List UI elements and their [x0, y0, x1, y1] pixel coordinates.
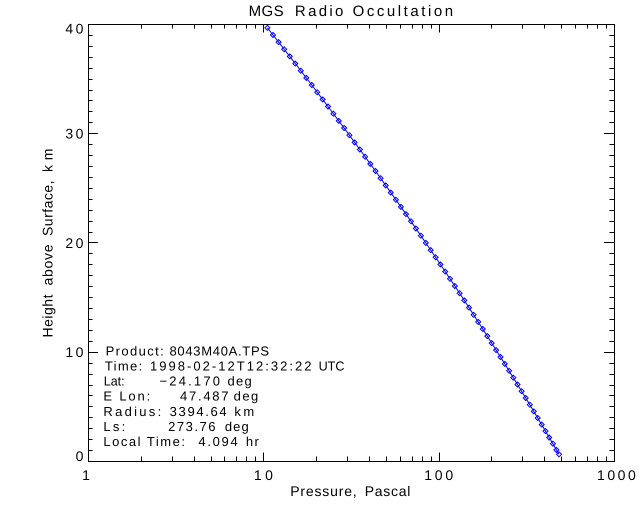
svg-text:1998-02-12T12:32:22: 1998-02-12T12:32:22	[150, 359, 312, 374]
svg-text:deg: deg	[228, 374, 252, 389]
svg-text:Local Time:: Local Time:	[103, 434, 185, 449]
svg-text:4.094: 4.094	[198, 434, 237, 449]
svg-text:Surface,: Surface,	[40, 181, 56, 237]
svg-text:Pressure,: Pressure,	[290, 483, 357, 499]
svg-text:47.487: 47.487	[180, 389, 229, 404]
svg-text:MGS: MGS	[249, 3, 284, 20]
svg-text:8043M40A.TPS: 8043M40A.TPS	[170, 343, 270, 358]
svg-text:3394.64: 3394.64	[170, 404, 227, 419]
svg-text:Radio: Radio	[295, 3, 344, 20]
svg-text:1: 1	[82, 467, 90, 483]
svg-text:100: 100	[424, 467, 453, 483]
svg-text:Occultation: Occultation	[353, 3, 454, 20]
svg-text:Ls:: Ls:	[103, 419, 125, 434]
svg-text:deg: deg	[234, 389, 259, 404]
svg-text:Pascal: Pascal	[365, 483, 411, 499]
svg-text:deg: deg	[225, 419, 249, 434]
svg-text:Height: Height	[40, 294, 56, 337]
svg-text:0: 0	[76, 448, 84, 464]
svg-text:273.76: 273.76	[168, 419, 215, 434]
svg-text:km: km	[40, 149, 56, 172]
svg-text:Lat:: Lat:	[104, 374, 125, 389]
svg-text:UTC: UTC	[319, 359, 345, 374]
svg-text:Time:: Time:	[105, 359, 142, 374]
svg-text:km: km	[234, 404, 254, 419]
svg-text:−24.170: −24.170	[160, 374, 221, 389]
svg-text:above: above	[40, 244, 56, 285]
svg-text:hr: hr	[246, 434, 260, 449]
